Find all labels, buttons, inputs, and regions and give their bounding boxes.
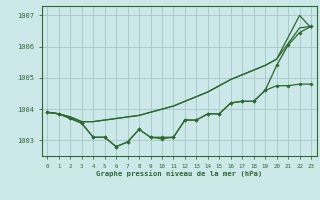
X-axis label: Graphe pression niveau de la mer (hPa): Graphe pression niveau de la mer (hPa) (96, 170, 262, 177)
